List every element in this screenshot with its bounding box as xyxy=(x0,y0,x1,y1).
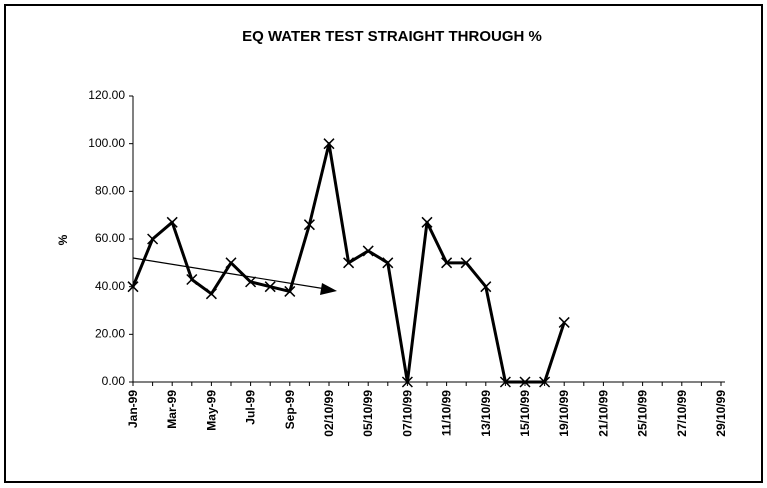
point-marker xyxy=(264,281,276,293)
point-marker xyxy=(186,273,198,286)
point-marker xyxy=(147,233,159,245)
x-tick-label: 21/10/99 xyxy=(596,390,610,437)
chart-frame xyxy=(4,4,763,483)
x-tick-label: Sep-99 xyxy=(283,390,297,430)
y-tick-label: 60.00 xyxy=(95,231,125,245)
y-tick-label: 0.00 xyxy=(102,374,126,388)
point-marker xyxy=(480,281,492,293)
x-tick-label: 25/10/99 xyxy=(636,390,650,437)
x-tick-label: 15/10/99 xyxy=(518,390,532,437)
trend-arrow xyxy=(132,257,327,290)
point-marker xyxy=(499,376,511,388)
trend-arrow-head xyxy=(320,283,337,295)
x-tick-label: Mar-99 xyxy=(165,390,179,429)
point-marker xyxy=(245,276,257,288)
point-marker xyxy=(539,376,551,388)
point-marker xyxy=(441,257,453,269)
x-tick-label: May-99 xyxy=(204,390,218,431)
chart-title: EQ WATER TEST STRAIGHT THROUGH % xyxy=(242,28,542,45)
x-tick-label: 02/10/99 xyxy=(322,390,336,437)
y-tick-label: 20.00 xyxy=(95,327,125,341)
y-axis-label: % xyxy=(56,234,70,245)
x-tick-label: 05/10/99 xyxy=(361,390,375,437)
y-tick-label: 100.00 xyxy=(88,136,125,150)
x-tick-label: 13/10/99 xyxy=(479,390,493,437)
x-tick-label: 19/10/99 xyxy=(557,390,571,437)
point-marker xyxy=(205,288,217,300)
point-marker xyxy=(362,245,374,257)
point-marker xyxy=(303,219,315,231)
point-marker xyxy=(519,376,531,388)
point-marker xyxy=(401,376,413,388)
point-marker xyxy=(460,257,472,269)
y-tick-label: 80.00 xyxy=(95,184,125,198)
x-tick-label: 27/10/99 xyxy=(675,390,689,437)
point-marker xyxy=(225,257,237,269)
x-tick-label: 11/10/99 xyxy=(440,390,454,436)
point-marker xyxy=(127,281,139,293)
x-tick-label: 07/10/99 xyxy=(400,390,414,437)
point-marker xyxy=(166,216,178,228)
x-tick-label: Jul-99 xyxy=(244,390,258,425)
x-tick-label: Jan-99 xyxy=(126,390,140,428)
point-marker xyxy=(558,316,570,328)
point-marker xyxy=(421,216,433,228)
point-marker xyxy=(343,257,355,269)
point-marker xyxy=(284,285,296,297)
y-tick-label: 40.00 xyxy=(95,279,125,293)
point-marker xyxy=(382,257,394,269)
y-tick-label: 120.00 xyxy=(88,88,125,102)
x-tick-label: 29/10/99 xyxy=(714,390,728,437)
point-marker xyxy=(323,138,335,150)
